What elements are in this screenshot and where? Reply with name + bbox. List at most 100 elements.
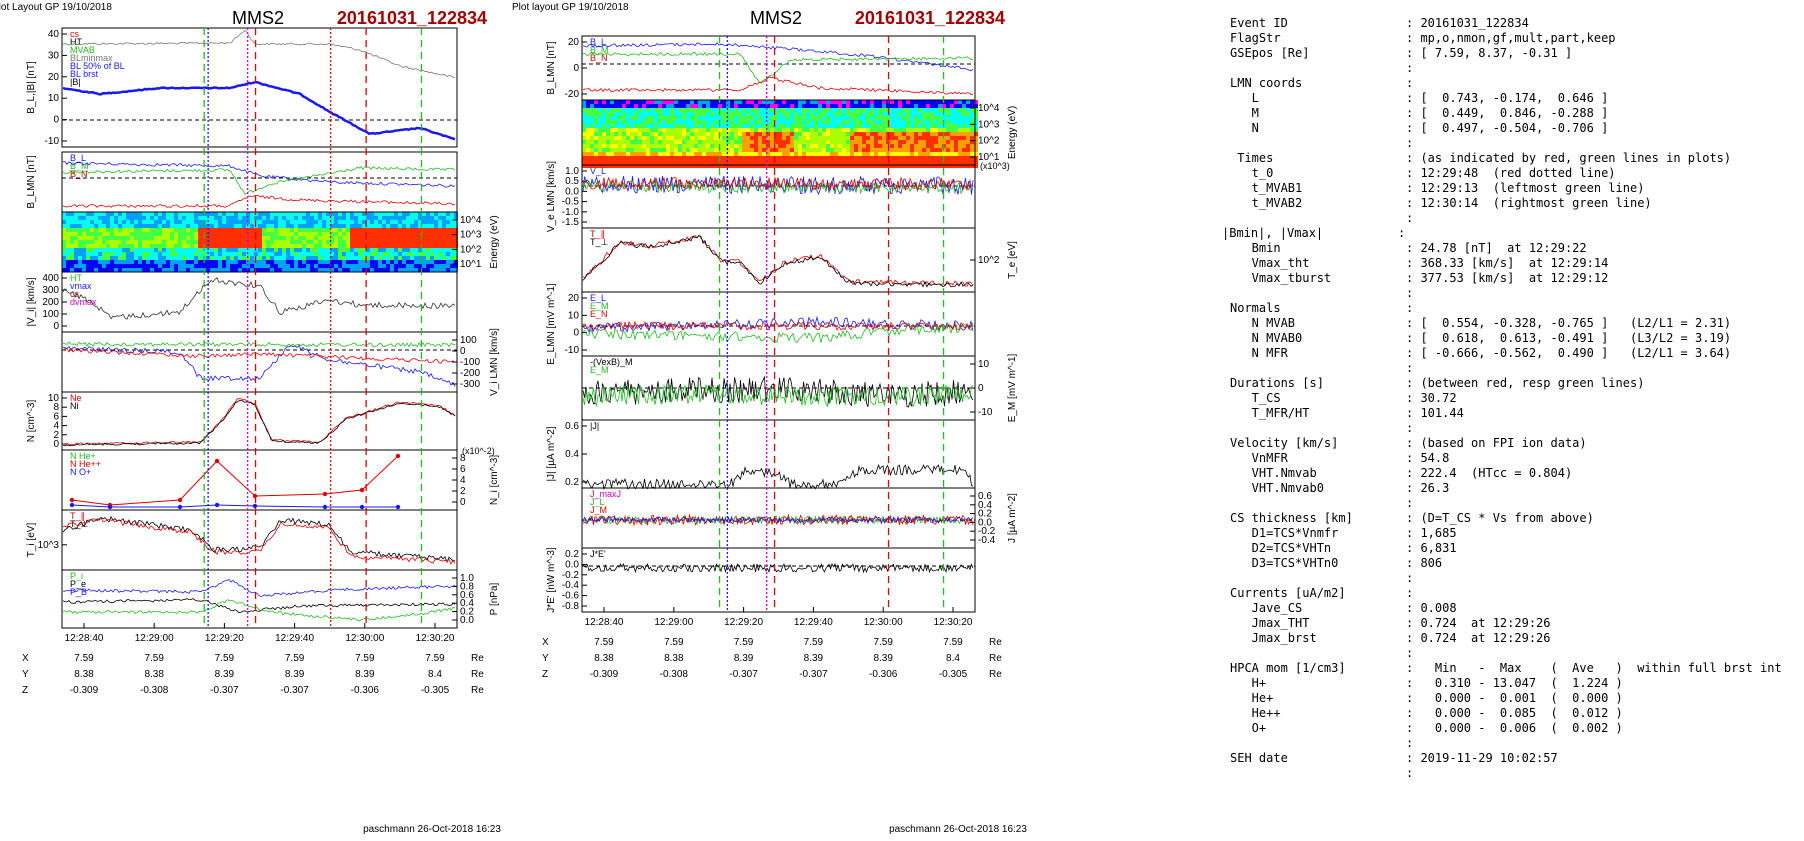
legend-entry: J_M [590, 505, 607, 515]
info-value: [ -0.666, -0.562, 0.490 ] (L2/L1 = 3.64) [1413, 346, 1732, 360]
pos-value: 8.38 [594, 653, 614, 664]
info-key: H+ [1230, 676, 1267, 690]
y-tick-label-right: 10^1 [978, 152, 1000, 163]
pos-value: -0.307 [729, 669, 758, 680]
y-tick-label: -20 [565, 89, 580, 100]
info-value: 12:29:13 (leftmost green line) [1413, 181, 1645, 195]
y-tick-label: 20 [48, 72, 60, 83]
info-line: : [1230, 211, 1800, 226]
y-tick-label: 0.2 [565, 477, 579, 488]
data-trace-bn [62, 194, 456, 208]
pos-value: 7.59 [873, 637, 893, 648]
pos-value: 7.59 [594, 637, 614, 648]
info-sep: : [1406, 346, 1414, 360]
info-line: Event ID: 20161031_122834 [1230, 16, 1800, 31]
data-trace-vn [582, 176, 974, 191]
data-trace-tpar [62, 515, 456, 564]
info-value: [ 0.743, -0.174, 0.646 ] [1413, 91, 1609, 105]
legend-entry: BL brst [70, 69, 99, 79]
data-trace-jn [582, 515, 974, 525]
info-value: (as indicated by red, green lines in plo… [1413, 151, 1732, 165]
x-tick-label: 12:30:00 [345, 633, 384, 644]
y-tick-label: -1.0 [562, 207, 580, 218]
info-key: Jmax_THT [1230, 616, 1310, 630]
y-tick-label-right: 0.6 [978, 491, 992, 502]
y-axis-label: |V_i| [km/s] [26, 277, 37, 326]
y-axis-label: N [cm^-3] [26, 400, 37, 443]
pos-value: 7.59 [355, 653, 375, 664]
legend-entry: |J| [590, 421, 599, 431]
pos-value: 8.39 [355, 669, 375, 680]
info-line: Durations [s]: (between red, resp green … [1230, 376, 1800, 391]
data-point [69, 502, 75, 508]
x-tick-label: 12:28:40 [65, 633, 104, 644]
legend-entry: N O+ [70, 467, 91, 477]
info-key: N MFR [1230, 346, 1288, 360]
data-trace-en [582, 320, 974, 332]
left-title: MMS2 [232, 8, 284, 28]
info-sep: : [1406, 736, 1414, 750]
info-sep: : [1406, 601, 1414, 615]
y-tick-label-right: -0.4 [978, 535, 996, 546]
info-line: Currents [uA/m2]: [1230, 586, 1800, 601]
x-tick-label: 12:29:20 [205, 633, 244, 644]
legend-entry: HT [70, 273, 82, 283]
pos-value: 7.59 [734, 637, 754, 648]
y-tick-label: 0 [53, 115, 59, 126]
legend-entry: T_∥ [590, 229, 605, 239]
y-tick-label: 10 [48, 93, 60, 104]
info-key: He+ [1230, 691, 1274, 705]
data-trace-bm [62, 166, 456, 195]
info-value: [ 0.554, -0.328, -0.765 ] (L2/L1 = 2.31) [1413, 316, 1732, 330]
info-key: T_CS [1230, 391, 1281, 405]
mid-panel-espec: 10^4 10^3 10^2 10^1 Energy (eV) [581, 99, 1018, 168]
data-trace-ni [62, 399, 456, 447]
legend-entry: vmax [70, 281, 92, 291]
left-event-id: 20161031_122834 [337, 8, 487, 28]
info-line: FlagStr: mp,o,nmon,gf,mult,part,keep [1230, 31, 1800, 46]
mid-panel-em: 10 0 -10 E_M [mV m^-1] -(VexB)_ME_M [581, 353, 1018, 422]
info-line: D3=TCS*VHTn0: 806 [1230, 556, 1800, 571]
pos-value: 7.59 [943, 637, 963, 648]
y-axis-label: T_i [eV] [26, 523, 37, 558]
legend-entry: N He++ [70, 459, 101, 469]
info-key: HPCA mom [1/cm3] [1230, 661, 1346, 675]
info-value: [ 0.618, 0.613, -0.491 ] (L3/L2 = 3.19) [1413, 331, 1732, 345]
info-value: 2019-11-29 10:02:57 [1413, 751, 1558, 765]
info-sep: : [1406, 181, 1414, 195]
y-tick-label: -0.6 [562, 591, 580, 602]
pos-row-label: Z [22, 685, 28, 696]
info-key: D1=TCS*Vnmfr [1230, 526, 1339, 540]
info-key: VHT.Nmvab [1230, 466, 1317, 480]
info-line: : [1230, 646, 1800, 661]
data-point [359, 487, 365, 493]
info-key: He++ [1230, 706, 1281, 720]
info-sep: : [1406, 706, 1414, 720]
legend-entry: E_L [590, 293, 606, 303]
info-key: SEH date [1230, 751, 1288, 765]
info-key: Normals [1230, 301, 1281, 315]
info-sep: : [1406, 466, 1414, 480]
legend-entry: B_N [70, 169, 88, 179]
info-key: t_MVAB2 [1230, 196, 1303, 210]
pos-value: 8.38 [664, 653, 684, 664]
y-tick-label: 1.0 [565, 166, 579, 177]
info-key: FlagStr [1230, 31, 1281, 45]
info-key: Bmin [1230, 241, 1281, 255]
legend-entry: N He+ [70, 451, 96, 461]
mid-event-id: 20161031_122834 [855, 8, 1005, 28]
mid-figure: Plot layout GP 19/10/2018 MMS2 20161031_12… [512, 2, 1027, 835]
y-tick-label-right: 0.8 [460, 581, 474, 592]
panel-frame [61, 569, 458, 629]
y-axis-label: J*E' [nW m^-3] [546, 547, 557, 613]
pos-value: -0.305 [421, 685, 450, 696]
left-footer: paschmann 26-Oct-2018 16:23 [363, 824, 501, 835]
pos-value: 8.38 [74, 669, 94, 680]
data-point [395, 453, 401, 459]
data-point [395, 504, 401, 510]
mid-header: Plot layout GP 19/10/2018 [512, 2, 629, 13]
y-axis-label-right: Energy (eV) [1007, 106, 1018, 159]
pos-value: 8.39 [215, 669, 235, 680]
y-tick-label-right: 0.0 [460, 615, 474, 626]
